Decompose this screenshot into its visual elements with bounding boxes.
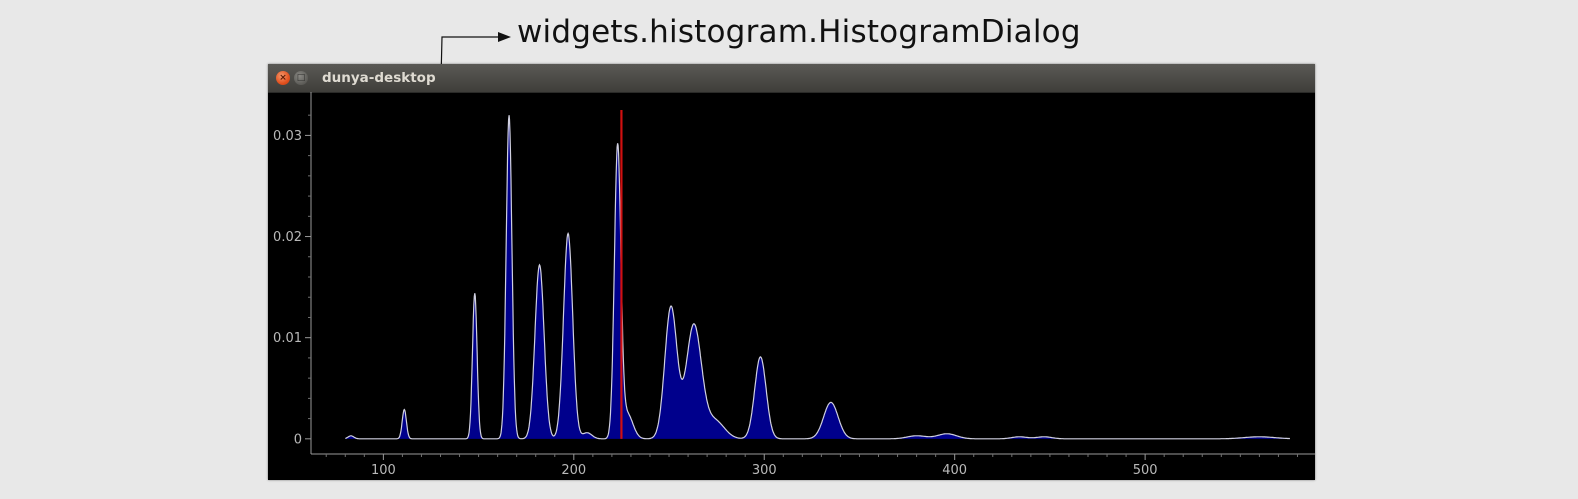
histogram-area <box>345 115 1290 439</box>
window-title: dunya-desktop <box>322 70 436 86</box>
annotation-label: widgets.histogram.HistogramDialog <box>517 14 1081 50</box>
x-tick-label: 400 <box>942 463 967 478</box>
histogram-plot[interactable]: 0 0.01 0.02 0.03 100 200 300 400 500 <box>268 92 1315 480</box>
plot-axes: 0 0.01 0.02 0.03 100 200 300 400 500 <box>273 92 1315 478</box>
x-tick-label: 100 <box>371 463 396 478</box>
maximize-icon[interactable]: □ <box>294 71 308 85</box>
histogram-series <box>345 115 1291 440</box>
x-tick-label: 500 <box>1133 463 1158 478</box>
x-tick-label: 300 <box>752 463 777 478</box>
histogram-dialog-window: × □ dunya-desktop 0 0.01 0.02 0.03 100 200 300… <box>268 64 1315 480</box>
x-tick-label: 200 <box>561 463 586 478</box>
y-tick-label: 0.03 <box>273 129 302 144</box>
window-titlebar[interactable]: × □ dunya-desktop <box>268 64 1315 93</box>
close-icon[interactable]: × <box>276 71 290 85</box>
histogram-line <box>345 115 1291 440</box>
y-tick-label: 0.01 <box>273 331 302 346</box>
y-tick-label: 0.02 <box>273 230 302 245</box>
y-tick-label: 0 <box>294 432 302 447</box>
